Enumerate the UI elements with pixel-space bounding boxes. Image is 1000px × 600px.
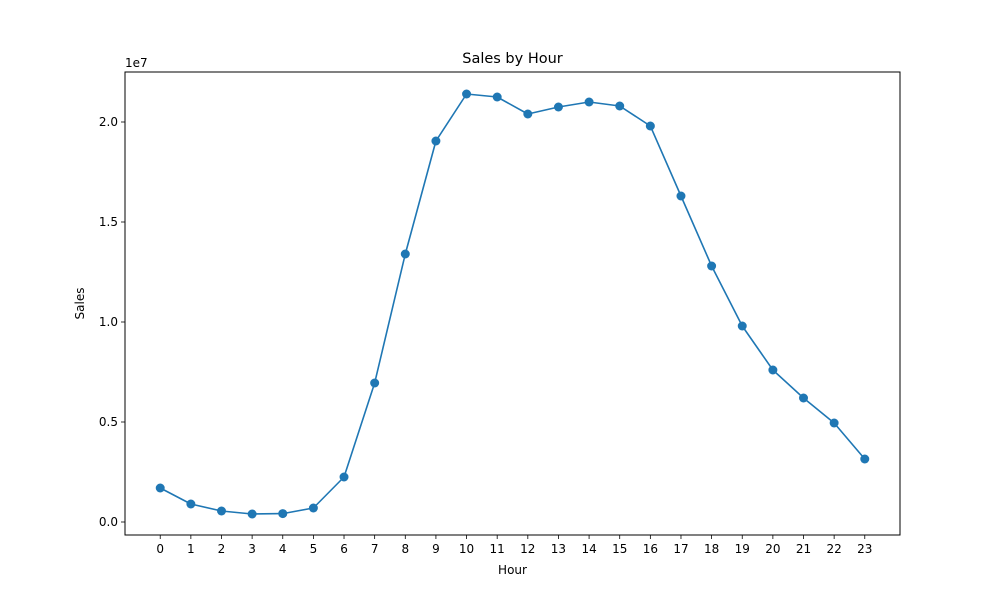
- data-point: [308, 503, 318, 513]
- x-tick-label: 3: [248, 542, 256, 556]
- x-tick-label: 16: [643, 542, 658, 556]
- x-axis-title: Hour: [498, 563, 527, 577]
- y-axis-offset-label: 1e7: [125, 56, 148, 70]
- data-point: [768, 365, 778, 375]
- data-point: [370, 378, 380, 388]
- data-point: [645, 121, 655, 131]
- x-tick-label: 23: [857, 542, 872, 556]
- x-tick-label: 1: [187, 542, 195, 556]
- data-point: [553, 102, 563, 112]
- x-tick-label: 6: [340, 542, 348, 556]
- x-tick-label: 7: [371, 542, 379, 556]
- data-point: [737, 321, 747, 331]
- x-tick-label: 14: [581, 542, 596, 556]
- y-tick-label: 0.5: [99, 415, 118, 429]
- data-point: [247, 509, 257, 519]
- plot-area: [155, 89, 870, 519]
- y-tick-label: 2.0: [99, 115, 118, 129]
- x-tick-label: 11: [490, 542, 505, 556]
- data-point: [707, 261, 717, 271]
- x-tick-label: 18: [704, 542, 719, 556]
- x-tick-label: 8: [401, 542, 409, 556]
- y-axis: 0.0 0.5 1.0 1.5 2.0: [99, 115, 125, 529]
- data-point: [584, 97, 594, 107]
- x-tick-label: 5: [310, 542, 318, 556]
- x-tick-label: 2: [218, 542, 226, 556]
- plot-frame: [124, 71, 901, 536]
- y-tick-label: 0.0: [99, 515, 118, 529]
- data-point: [615, 101, 625, 111]
- data-point: [186, 499, 196, 509]
- data-point: [799, 393, 809, 403]
- data-point: [216, 506, 226, 516]
- data-point: [155, 483, 165, 493]
- x-tick-label: 21: [796, 542, 811, 556]
- data-point: [400, 249, 410, 259]
- x-tick-label: 12: [520, 542, 535, 556]
- x-tick-label: 17: [673, 542, 688, 556]
- data-point: [860, 454, 870, 464]
- data-point: [339, 472, 349, 482]
- x-tick-label: 20: [765, 542, 780, 556]
- series-line: [159, 93, 866, 515]
- y-tick-label: 1.5: [99, 215, 118, 229]
- x-tick-label: 0: [156, 542, 164, 556]
- x-tick-label: 15: [612, 542, 627, 556]
- data-point: [492, 92, 502, 102]
- data-point: [676, 191, 686, 201]
- data-point: [278, 509, 288, 519]
- chart-title: Sales by Hour: [462, 51, 563, 67]
- x-axis: 0 1 2 3 4 5 6 7 8 9 10 11 12 13 14 15 16 17 18 19 20 21 22 23: [156, 535, 872, 556]
- x-tick-label: 19: [735, 542, 750, 556]
- y-axis-title: Sales: [73, 288, 87, 320]
- data-point: [523, 109, 533, 119]
- x-tick-label: 4: [279, 542, 287, 556]
- x-tick-label: 13: [551, 542, 566, 556]
- x-tick-label: 22: [826, 542, 841, 556]
- data-point: [462, 89, 472, 99]
- x-tick-label: 10: [459, 542, 474, 556]
- data-point: [829, 418, 839, 428]
- data-point: [431, 136, 441, 146]
- x-tick-label: 9: [432, 542, 440, 556]
- y-tick-label: 1.0: [99, 315, 118, 329]
